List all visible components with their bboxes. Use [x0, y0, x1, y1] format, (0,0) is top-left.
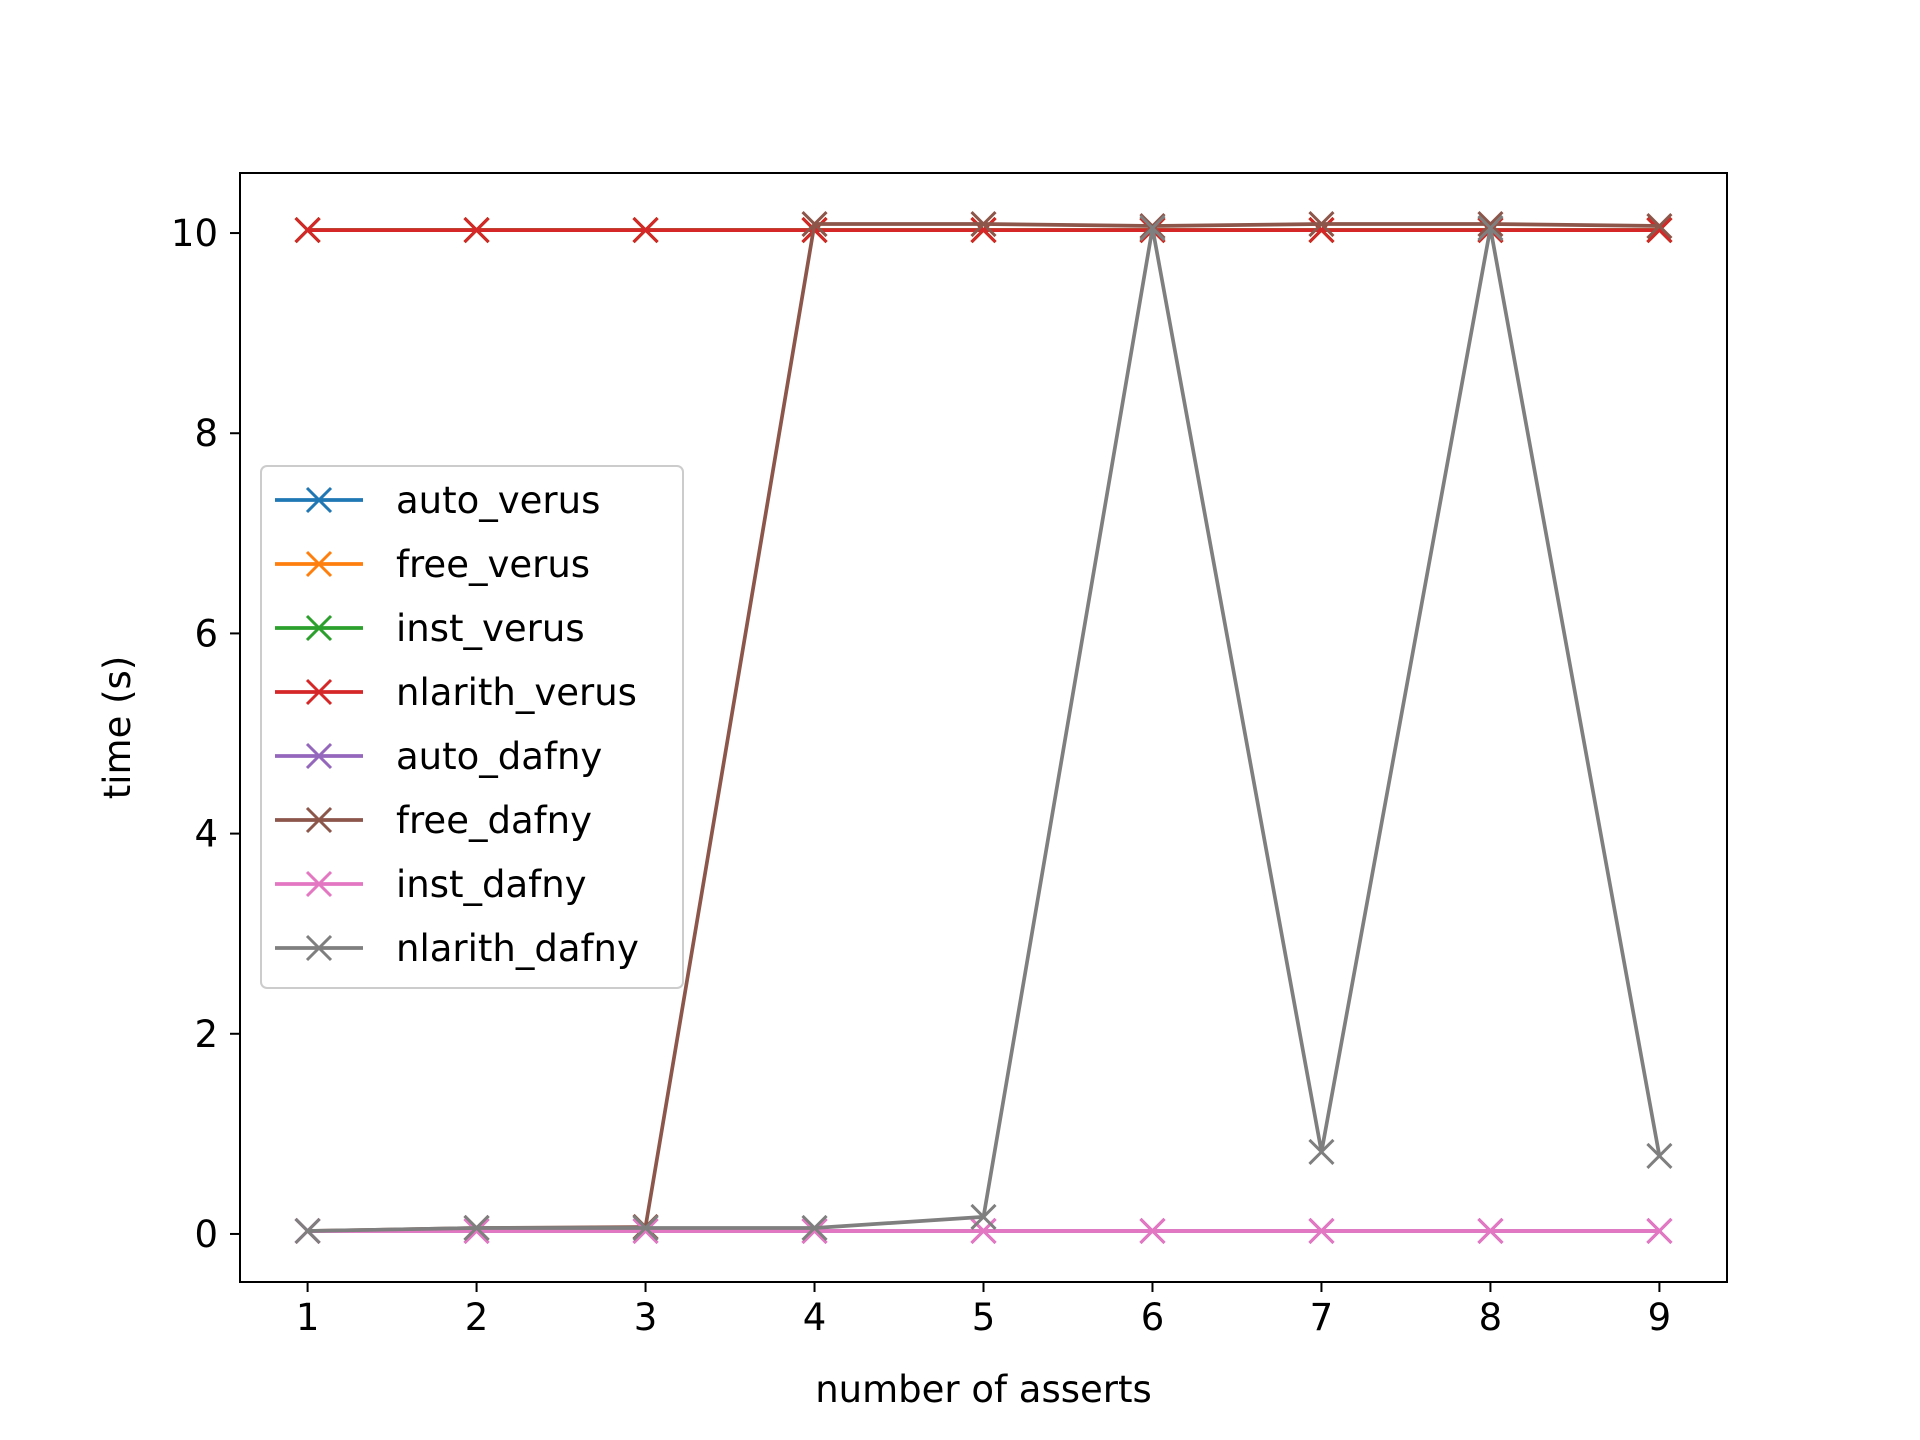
data-point-nlarith_dafny-5 [970, 1203, 997, 1231]
data-point-nlarith_verus-3 [632, 216, 659, 244]
data-point-nlarith_verus-1 [294, 216, 321, 244]
legend-swatch-marker [305, 934, 333, 962]
data-point-nlarith_verus-2 [463, 216, 490, 244]
data-point-inst_dafny-9 [1646, 1217, 1673, 1245]
data-point-nlarith_verus-9 [1646, 216, 1673, 244]
data-point-nlarith_dafny-1 [294, 1217, 321, 1245]
data-point-inst_dafny-2 [463, 1217, 490, 1245]
legend-item-inst_dafny: inst_dafny [275, 863, 587, 906]
data-point-nlarith_dafny-7 [1308, 1138, 1335, 1165]
legend-item-free_dafny: free_dafny [275, 799, 592, 842]
x-tick-label: 7 [1310, 1296, 1334, 1339]
data-point-inst_dafny-4 [801, 1217, 828, 1245]
legend-item-free_verus: free_verus [275, 543, 590, 586]
legend-swatch-marker [305, 806, 333, 834]
y-tick-label: 2 [194, 1013, 218, 1056]
legend-swatch-marker [305, 550, 333, 578]
legend: auto_verus free_verus inst_verus nlarith_ve… [260, 465, 684, 989]
data-point-free_dafny-8 [1477, 210, 1504, 238]
legend-label: auto_dafny [396, 735, 602, 778]
x-tick-label: 2 [465, 1296, 489, 1339]
data-point-free_dafny-4 [801, 210, 828, 238]
legend-label: auto_verus [396, 479, 600, 522]
data-point-free_dafny-5 [970, 210, 997, 238]
data-point-free_dafny-9 [1646, 212, 1673, 240]
legend-swatch-marker [305, 678, 333, 706]
x-axis: 1 2 3 4 5 6 7 8 9 [296, 1282, 1671, 1339]
y-tick-label: 4 [194, 813, 218, 856]
data-point-nlarith_dafny-4 [801, 1214, 828, 1242]
legend-item-auto_verus: auto_verus [275, 479, 600, 522]
y-tick-label: 6 [194, 612, 218, 655]
y-axis: 0 2 4 6 8 10 [171, 212, 240, 1256]
legend-label: nlarith_dafny [396, 927, 639, 970]
x-tick-label: 6 [1141, 1296, 1165, 1339]
legend-swatch-marker [305, 742, 333, 770]
legend-item-nlarith_verus: nlarith_verus [275, 671, 637, 714]
data-point-inst_dafny-3 [632, 1217, 659, 1245]
series-inst_dafny [294, 1217, 1673, 1245]
data-point-nlarith_verus-7 [1308, 216, 1335, 244]
legend-item-auto_dafny: auto_dafny [275, 735, 602, 778]
legend-label: free_dafny [396, 799, 592, 842]
data-point-inst_dafny-8 [1477, 1217, 1504, 1245]
legend-label: inst_dafny [396, 863, 587, 906]
legend-item-inst_verus: inst_verus [275, 607, 585, 650]
data-point-nlarith_dafny-9 [1646, 1142, 1673, 1169]
legend-swatch-marker [305, 486, 333, 514]
data-point-nlarith_dafny-8 [1477, 214, 1504, 242]
series-nlarith_dafny [294, 214, 1673, 1245]
x-tick-label: 5 [972, 1296, 996, 1339]
x-tick-label: 8 [1479, 1296, 1503, 1339]
legend-label: free_verus [396, 543, 590, 586]
x-axis-label: number of asserts [815, 1368, 1152, 1411]
y-tick-label: 10 [171, 212, 218, 255]
legend-label: nlarith_verus [396, 671, 637, 714]
y-tick-label: 8 [194, 412, 218, 455]
data-point-inst_dafny-7 [1308, 1217, 1335, 1245]
legend-item-nlarith_dafny: nlarith_dafny [275, 927, 639, 970]
y-axis-label: time (s) [96, 656, 139, 800]
legend-box [260, 465, 684, 989]
x-tick-label: 9 [1648, 1296, 1672, 1339]
x-tick-label: 1 [296, 1296, 320, 1339]
data-point-nlarith_dafny-2 [463, 1214, 490, 1242]
data-point-nlarith_verus-5 [970, 216, 997, 244]
data-point-nlarith_dafny-6 [1139, 214, 1166, 242]
x-tick-label: 4 [803, 1296, 827, 1339]
y-tick-label: 0 [194, 1213, 218, 1256]
series-layer [294, 210, 1673, 1245]
legend-swatch-marker [305, 614, 333, 642]
data-point-nlarith_dafny-3 [632, 1214, 659, 1242]
legend-swatch-marker [305, 870, 333, 898]
legend-label: inst_verus [396, 607, 585, 650]
data-point-free_dafny-7 [1308, 210, 1335, 238]
x-tick-label: 3 [634, 1296, 658, 1339]
data-point-inst_dafny-6 [1139, 1217, 1166, 1245]
